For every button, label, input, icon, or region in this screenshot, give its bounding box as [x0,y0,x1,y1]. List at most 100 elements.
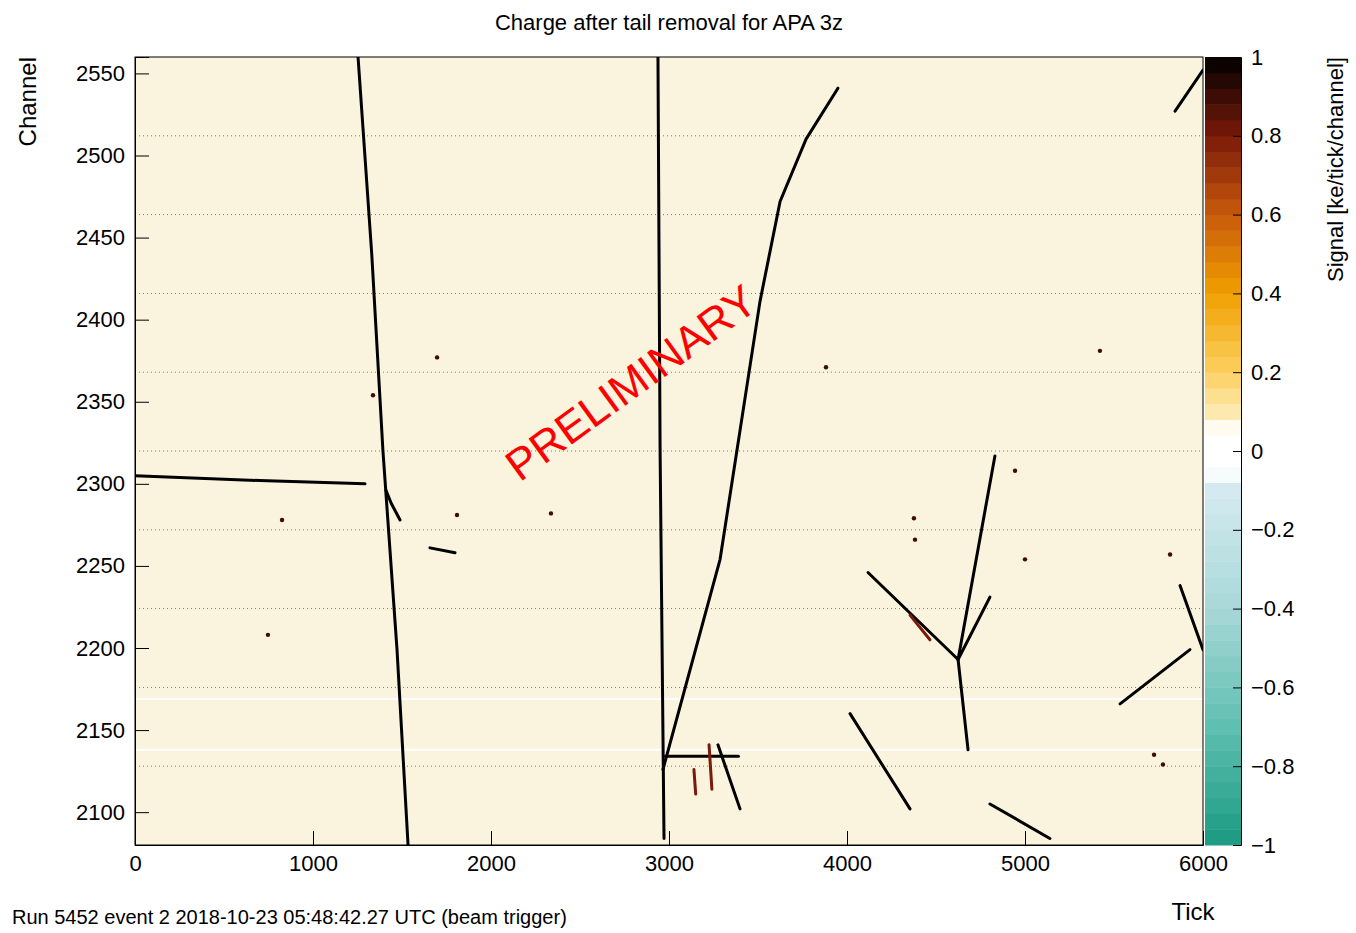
y-tick-mark [135,320,149,321]
colorbar-step [1205,483,1241,499]
track [958,456,995,660]
colorbar-step [1205,419,1241,435]
hit [1168,552,1172,556]
colorbar-axis-line [1233,58,1242,846]
x-tick-mark [1203,831,1204,845]
colorbar-tick-mark [1233,293,1241,294]
y-tick-label: 2400 [76,307,125,332]
y-tick-label: 2150 [76,718,125,743]
hit [1098,349,1102,353]
colorbar-tick-label: −0.8 [1251,754,1294,779]
y-tick: 2300 [76,471,149,496]
x-tick-mark [313,831,314,845]
x-tick: 5000 [1001,831,1050,876]
y-tick-label: 2250 [76,553,125,578]
divider [135,608,1203,609]
colorbar-tick: −0.4 [1233,596,1294,621]
colorbar-step [1205,73,1241,89]
x-tick: 3000 [645,831,694,876]
y-axis-title: Channel [14,57,41,146]
colorbar-step [1205,798,1241,814]
plot-background [135,57,1203,845]
colorbar-step [1205,498,1241,514]
colorbar-step [1205,766,1241,782]
divider [135,451,1203,452]
colorbar-step [1205,89,1241,105]
colorbar-step [1205,593,1241,609]
colorbar-tick-label: −1 [1251,833,1276,858]
y-tick-label: 2450 [76,225,125,250]
colorbar-step [1205,687,1241,703]
y-axis-line [136,58,150,846]
colorbar-step [1205,782,1241,798]
y-tick: 2350 [76,389,149,414]
colorbar-step [1205,703,1241,719]
y-tick-mark [135,812,149,813]
y-tick: 2450 [76,225,149,250]
x-tick-label: 3000 [645,851,694,876]
colorbar-step [1205,309,1241,325]
track [958,659,968,749]
divider [135,687,1203,688]
colorbar-step [1205,435,1241,451]
y-tick-mark [135,402,149,403]
colorbar-tick: 1 [1233,45,1263,70]
y-tick: 2200 [76,636,149,661]
x-axis-title: Tick [1171,898,1215,925]
colorbar-step [1205,467,1241,483]
hit [912,516,916,520]
colorbar-tick-label: 1 [1251,45,1263,70]
colorbar-tick-mark [1233,766,1241,767]
y-tick-label: 2500 [76,143,125,168]
colorbar-step [1205,640,1241,656]
colorbar-step [1205,293,1241,309]
divider [135,135,1203,136]
colorbar-step [1205,356,1241,372]
track [386,490,400,520]
track [665,755,738,758]
x-tick-label: 4000 [823,851,872,876]
colorbar-step [1205,388,1241,404]
x-tick-mark [1025,831,1026,845]
colorbar-tick-label: −0.6 [1251,675,1294,700]
colorbar-tick-label: 0.8 [1251,123,1282,148]
y-tick-label: 2200 [76,636,125,661]
colorbar-step [1205,104,1241,120]
y-tick-label: 2100 [76,800,125,825]
x-tick-label: 1000 [289,851,338,876]
colorbar-step [1205,577,1241,593]
colorbar-tick-label: −0.4 [1251,596,1294,621]
colorbar-step [1205,624,1241,640]
colorbar-tick-mark [1233,57,1241,58]
hit [266,633,270,637]
divider [135,529,1203,530]
colorbar-step [1205,719,1241,735]
track [910,615,930,640]
divider [135,214,1203,215]
colorbar [1205,57,1241,846]
colorbar-tick: 0.2 [1233,360,1282,385]
colorbar-tick-mark [1233,136,1241,137]
colorbar-step [1205,750,1241,766]
y-tick-mark [135,730,149,731]
colorbar-tick: 0.6 [1233,202,1282,227]
colorbar-tick-mark [1233,372,1241,373]
colorbar-tick: 0 [1233,439,1263,464]
colorbar-axis: −1−0.8−0.6−0.4−0.200.20.40.60.81 [1233,45,1294,858]
watermark: PRELIMINARY [496,275,765,490]
colorbar-step [1205,656,1241,672]
y-axis: 2100215022002250230023502400245025002550 [76,58,149,846]
colorbar-tick-mark [1233,845,1241,846]
x-tick: 2000 [467,831,516,876]
colorbar-tick: −0.8 [1233,754,1294,779]
colorbar-step [1205,372,1241,388]
x-tick-label: 0 [129,851,141,876]
y-tick: 2400 [76,307,149,332]
colorbar-step [1205,451,1241,467]
chart: 0100020003000400050006000210021502200225… [0,0,1356,933]
divider [135,766,1203,767]
colorbar-step [1205,199,1241,215]
colorbar-tick-label: 0 [1251,439,1263,464]
hit [371,393,375,397]
plot-area [135,57,1203,845]
